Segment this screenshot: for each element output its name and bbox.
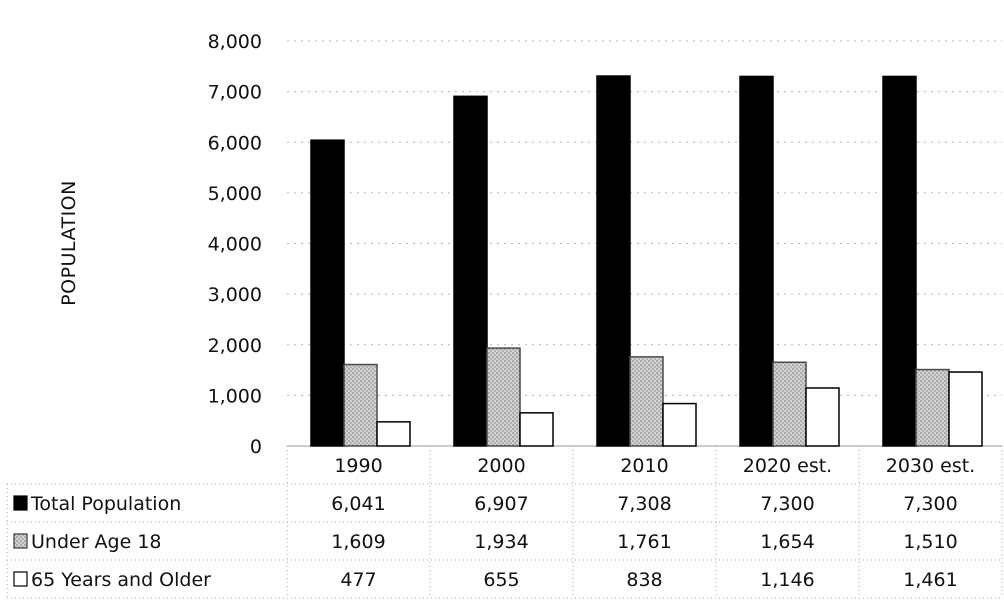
data-label: 477 (340, 569, 376, 591)
category-label: 2010 (620, 455, 668, 477)
data-label: 1,761 (617, 531, 671, 553)
data-label: 7,300 (760, 493, 814, 515)
bar-total-population (596, 75, 631, 447)
data-label: 1,510 (903, 531, 957, 553)
data-label: 655 (483, 569, 519, 591)
y-tick-label: 8,000 (208, 31, 262, 53)
bar-65-and-older (948, 371, 983, 447)
y-axis-label: POPULATION (58, 180, 80, 306)
y-tick-label: 1,000 (208, 385, 262, 407)
bar-65-and-older (805, 387, 840, 447)
data-table: 1990 2000 2010 2020 est. 2030 est. Total Popu… (6, 446, 1003, 599)
bar-under-18 (486, 347, 521, 447)
bar-65-and-older (376, 421, 411, 447)
y-tick-label: 3,000 (208, 284, 262, 306)
category-label: 2030 est. (886, 455, 975, 477)
data-label: 838 (626, 569, 662, 591)
y-tick-label: 0 (250, 436, 262, 458)
y-tick-label: 6,000 (208, 132, 262, 154)
y-tick-label: 7,000 (208, 82, 262, 104)
bar-under-18 (343, 363, 378, 447)
data-label: 7,308 (617, 493, 671, 515)
legend-label: Total Population (30, 493, 181, 515)
data-label: 1,934 (474, 531, 528, 553)
gridlines (287, 40, 1002, 396)
legend-key-under-18 (13, 533, 28, 549)
y-tick-label: 4,000 (208, 234, 262, 256)
bar-65-and-older (662, 402, 697, 447)
y-tick-label: 2,000 (208, 335, 262, 357)
data-label: 7,300 (903, 493, 957, 515)
legend-key-total-population (13, 495, 28, 511)
legend-label: 65 Years and Older (31, 569, 211, 591)
bar-under-18 (915, 368, 950, 447)
y-axis: 0 1,000 2,000 3,000 4,000 5,000 6,000 7,000 8,00… (208, 31, 262, 458)
bar-total-population (739, 75, 774, 447)
category-label: 2000 (477, 455, 525, 477)
y-tick-label: 5,000 (208, 183, 262, 205)
bars (287, 75, 1002, 447)
legend-key-65-and-older (13, 571, 28, 587)
bar-65-and-older (519, 412, 554, 447)
bar-under-18 (772, 361, 807, 447)
data-label: 6,907 (474, 493, 528, 515)
data-label: 1,609 (331, 531, 385, 553)
data-label: 1,146 (760, 569, 814, 591)
data-label: 1,461 (903, 569, 957, 591)
bar-total-population (882, 75, 917, 447)
data-label: 1,654 (760, 531, 814, 553)
legend-label: Under Age 18 (31, 531, 162, 553)
data-label: 6,041 (331, 493, 385, 515)
category-label: 2020 est. (743, 455, 832, 477)
bar-total-population (453, 95, 488, 447)
bar-total-population (310, 139, 345, 447)
bar-under-18 (629, 356, 664, 447)
category-label: 1990 (334, 455, 382, 477)
